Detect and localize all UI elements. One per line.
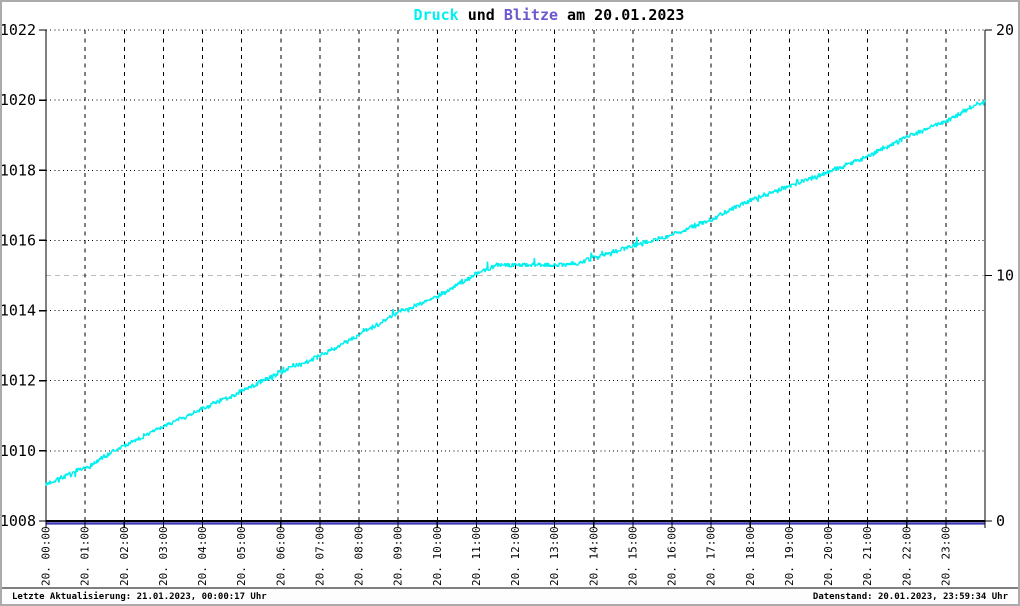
svg-text:20. 22:00: 20. 22:00: [900, 526, 913, 586]
svg-text:20. 17:00: 20. 17:00: [705, 526, 718, 586]
svg-text:20. 13:00: 20. 13:00: [548, 526, 561, 586]
svg-text:1018: 1018: [2, 161, 36, 179]
title-und-label: und: [458, 6, 504, 24]
svg-text:20. 21:00: 20. 21:00: [861, 526, 874, 586]
svg-text:1008: 1008: [2, 512, 36, 530]
svg-text:20. 02:00: 20. 02:00: [118, 526, 131, 586]
last-update-text: Letzte Aktualisierung: 21.01.2023, 00:00…: [12, 591, 267, 602]
svg-text:20: 20: [996, 21, 1014, 39]
svg-text:20. 16:00: 20. 16:00: [666, 526, 679, 586]
svg-text:20. 23:00: 20. 23:00: [939, 526, 952, 586]
svg-text:20. 09:00: 20. 09:00: [392, 526, 405, 586]
svg-text:20. 05:00: 20. 05:00: [235, 526, 248, 586]
title-druck-label: Druck: [413, 6, 459, 24]
data-timestamp-text: Datenstand: 20.01.2023, 23:59:34 Uhr: [812, 591, 1008, 602]
svg-text:20. 20:00: 20. 20:00: [822, 526, 835, 586]
svg-text:20. 01:00: 20. 01:00: [79, 526, 92, 586]
chart-pane: Druck und Blitze am 20.01.2023 1008 1010 1…: [2, 2, 1018, 587]
svg-text:10: 10: [996, 267, 1014, 285]
svg-text:20. 18:00: 20. 18:00: [744, 526, 757, 586]
svg-text:20. 14:00: 20. 14:00: [587, 526, 600, 586]
svg-text:20. 19:00: 20. 19:00: [783, 526, 796, 586]
chart-title: Druck und Blitze am 20.01.2023: [2, 6, 1018, 24]
svg-text:1016: 1016: [2, 231, 36, 249]
svg-text:1012: 1012: [2, 372, 36, 390]
svg-text:20. 07:00: 20. 07:00: [313, 526, 326, 586]
svg-text:20. 08:00: 20. 08:00: [353, 526, 366, 586]
title-date-label: am 20.01.2023: [558, 6, 685, 24]
svg-text:20. 03:00: 20. 03:00: [157, 526, 170, 586]
svg-text:20. 10:00: 20. 10:00: [431, 526, 444, 586]
svg-text:20. 00:00: 20. 00:00: [40, 526, 53, 586]
svg-text:1020: 1020: [2, 91, 36, 109]
title-blitze-label: Blitze: [503, 6, 559, 24]
pressure-lightning-chart: 100810101012101410161018102010220102020.…: [2, 21, 1014, 586]
svg-text:20. 06:00: 20. 06:00: [274, 526, 287, 586]
svg-text:1022: 1022: [2, 21, 36, 39]
svg-text:1014: 1014: [2, 302, 36, 320]
svg-text:0: 0: [996, 512, 1005, 530]
svg-text:20. 11:00: 20. 11:00: [470, 526, 483, 586]
svg-text:20. 15:00: 20. 15:00: [626, 526, 639, 586]
status-bar: Letzte Aktualisierung: 21.01.2023, 00:00…: [2, 587, 1018, 604]
svg-text:1010: 1010: [2, 442, 36, 460]
svg-text:20. 12:00: 20. 12:00: [509, 526, 522, 586]
svg-text:20. 04:00: 20. 04:00: [196, 526, 209, 586]
